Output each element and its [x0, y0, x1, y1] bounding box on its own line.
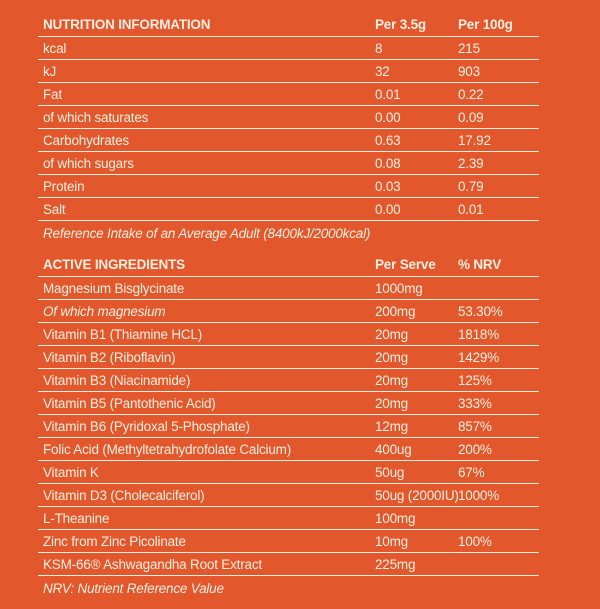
row-value-per-3-5g: 0.08: [375, 155, 401, 171]
row-value-per-serve: 50ug: [375, 464, 405, 480]
row-value-per-100g: 2.39: [458, 155, 484, 171]
row-value-nrv: 200%: [458, 441, 492, 457]
row-value-per-serve: 400ug: [375, 441, 412, 457]
table-row: of which sugars 0.08 2.39: [38, 152, 539, 175]
row-label: Zinc from Zinc Picolinate: [43, 533, 186, 549]
table-row: Salt 0.00 0.01: [38, 198, 539, 221]
row-label: Vitamin B2 (Riboflavin): [43, 349, 176, 365]
column-header-per-100g: Per 100g: [458, 17, 513, 32]
row-label: Magnesium Bisglycinate: [43, 280, 185, 296]
row-value-per-3-5g: 0.03: [375, 178, 401, 194]
section-divider: [38, 245, 539, 257]
table-row: Magnesium Bisglycinate 1000mg: [38, 277, 539, 300]
row-value-nrv: 1000%: [458, 487, 500, 503]
row-label: Folic Acid (Methyltetrahydrofolate Calci…: [43, 441, 291, 457]
row-value-per-serve: 200mg: [375, 303, 416, 319]
row-value-nrv: 67%: [458, 464, 485, 480]
nutrition-table-header: NUTRITION INFORMATION Per 3.5g Per 100g: [38, 17, 539, 37]
column-header-per-serve: Per Serve: [375, 257, 436, 272]
row-label: Salt: [43, 201, 66, 217]
row-value-nrv: 100%: [458, 533, 492, 549]
row-label: of which sugars: [43, 155, 134, 171]
row-label: Vitamin B3 (Niacinamide): [43, 372, 191, 388]
row-label: Vitamin D3 (Cholecalciferol): [43, 487, 205, 503]
row-label: Carbohydrates: [43, 132, 129, 148]
row-value-per-serve: 50ug (2000IU): [375, 487, 459, 503]
table-row: Vitamin B1 (Thiamine HCL) 20mg 1818%: [38, 323, 539, 346]
row-value-per-100g: 0.09: [458, 109, 484, 125]
row-value-nrv: 857%: [458, 418, 492, 434]
row-value-per-serve: 10mg: [375, 533, 408, 549]
column-header-nrv: % NRV: [458, 257, 502, 272]
row-label: Vitamin B1 (Thiamine HCL): [43, 326, 203, 342]
table-row: KSM-66® Ashwagandha Root Extract 225mg: [38, 553, 539, 576]
table-row: Vitamin K 50ug 67%: [38, 461, 539, 484]
nrv-definition-note: NRV: Nutrient Reference Value: [43, 580, 224, 596]
row-value-nrv: 1818%: [458, 326, 500, 342]
row-label: Fat: [43, 86, 62, 102]
row-value-per-serve: 12mg: [375, 418, 408, 434]
row-label: of which saturates: [43, 109, 149, 125]
reference-intake-note: Reference Intake of an Average Adult (84…: [43, 225, 371, 241]
table-row: Carbohydrates 0.63 17.92: [38, 129, 539, 152]
row-value-per-100g: 0.22: [458, 86, 484, 102]
row-label: Vitamin K: [43, 464, 99, 480]
table-row: L-Theanine 100mg: [38, 507, 539, 530]
table-row: Fat 0.01 0.22: [38, 83, 539, 106]
table-row: Vitamin B3 (Niacinamide) 20mg 125%: [38, 369, 539, 392]
table-row: Vitamin B2 (Riboflavin) 20mg 1429%: [38, 346, 539, 369]
active-table-title: ACTIVE INGREDIENTS: [43, 257, 185, 272]
row-value-per-3-5g: 0.00: [375, 201, 401, 217]
row-label: Vitamin B5 (Pantothenic Acid): [43, 395, 216, 411]
row-value-nrv: 333%: [458, 395, 492, 411]
table-row: Vitamin B6 (Pyridoxal 5-Phosphate) 12mg …: [38, 415, 539, 438]
table-row: of which saturates 0.00 0.09: [38, 106, 539, 129]
table-row: Of which magnesium 200mg 53.30%: [38, 300, 539, 323]
row-value-per-serve: 20mg: [375, 395, 408, 411]
table-row: Zinc from Zinc Picolinate 10mg 100%: [38, 530, 539, 553]
row-value-per-3-5g: 0.63: [375, 132, 401, 148]
row-value-per-100g: 0.01: [458, 201, 484, 217]
row-value-per-100g: 0.79: [458, 178, 484, 194]
row-label: Protein: [43, 178, 85, 194]
row-label: KSM-66® Ashwagandha Root Extract: [43, 556, 262, 572]
row-value-nrv: 1429%: [458, 349, 500, 365]
row-value-per-3-5g: 0.01: [375, 86, 401, 102]
row-value-per-100g: 903: [458, 63, 480, 79]
row-label: L-Theanine: [43, 510, 110, 526]
nutrition-panel: NUTRITION INFORMATION Per 3.5g Per 100g …: [38, 17, 539, 600]
nutrition-information-table: NUTRITION INFORMATION Per 3.5g Per 100g …: [38, 17, 539, 245]
row-label: Of which magnesium: [43, 303, 166, 319]
table-row: Folic Acid (Methyltetrahydrofolate Calci…: [38, 438, 539, 461]
row-label: kcal: [43, 40, 67, 56]
row-value-nrv: 125%: [458, 372, 492, 388]
row-value-per-3-5g: 8: [375, 40, 383, 56]
row-value-per-serve: 225mg: [375, 556, 416, 572]
row-value-per-serve: 1000mg: [375, 280, 423, 296]
table-row: kcal 8 215: [38, 37, 539, 60]
table-row: kJ 32 903: [38, 60, 539, 83]
row-value-per-serve: 20mg: [375, 326, 408, 342]
active-table-header: ACTIVE INGREDIENTS Per Serve % NRV: [38, 257, 539, 277]
row-value-per-serve: 20mg: [375, 372, 408, 388]
row-value-per-serve: 100mg: [375, 510, 416, 526]
row-label: kJ: [43, 63, 57, 79]
row-value-per-3-5g: 32: [375, 63, 390, 79]
row-label: Vitamin B6 (Pyridoxal 5-Phosphate): [43, 418, 250, 434]
row-value-per-serve: 20mg: [375, 349, 408, 365]
row-value-nrv: 53.30%: [458, 303, 503, 319]
nutrition-table-title: NUTRITION INFORMATION: [43, 17, 211, 32]
row-value-per-100g: 17.92: [458, 132, 491, 148]
table-row: Vitamin B5 (Pantothenic Acid) 20mg 333%: [38, 392, 539, 415]
column-header-per-3-5g: Per 3.5g: [375, 17, 426, 32]
row-value-per-100g: 215: [458, 40, 480, 56]
table-row: Protein 0.03 0.79: [38, 175, 539, 198]
table-row: Vitamin D3 (Cholecalciferol) 50ug (2000I…: [38, 484, 539, 507]
row-value-per-3-5g: 0.00: [375, 109, 401, 125]
active-ingredients-table: ACTIVE INGREDIENTS Per Serve % NRV Magne…: [38, 257, 539, 600]
